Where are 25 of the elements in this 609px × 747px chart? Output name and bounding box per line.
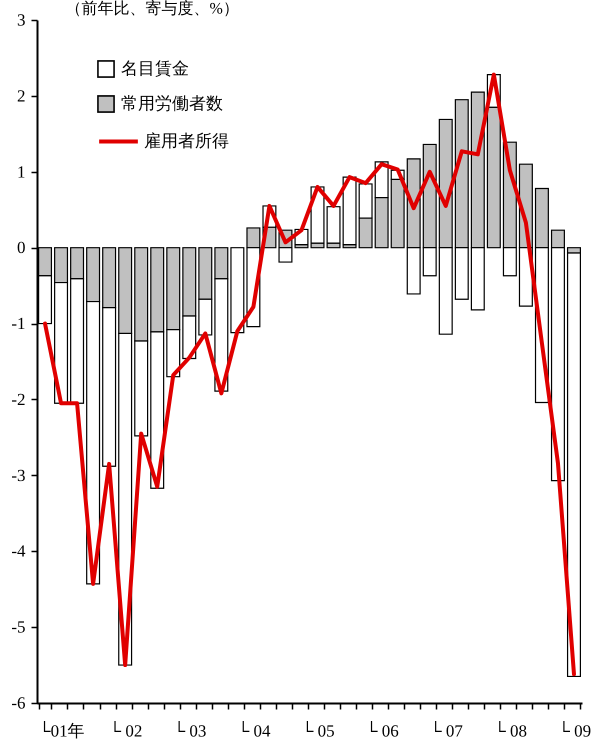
bar — [342, 176, 357, 246]
bar — [230, 247, 244, 334]
y-axis-title: （前年比、寄与度、%） — [66, 0, 239, 18]
y-tick-label: 0 — [17, 238, 26, 258]
legend-label: 雇用者所得 — [144, 132, 229, 150]
y-tick-label: 3 — [17, 10, 26, 30]
x-tick-label: └ 02 — [109, 720, 142, 740]
y-tick-label: -6 — [11, 694, 26, 712]
y-tick-label: -1 — [11, 314, 26, 334]
y-tick-label: 2 — [17, 86, 26, 106]
y-tick-label: -5 — [11, 618, 26, 637]
x-tick-label: └ 04 — [237, 720, 272, 740]
legend-label: 常用労働者数 — [121, 94, 223, 113]
y-tick-label: 1 — [17, 162, 26, 182]
y-tick-label: -3 — [11, 466, 26, 485]
x-tick-label: └ 05 — [301, 720, 335, 740]
x-tick-label: └01年 — [38, 720, 85, 740]
legend-label: 名目賃金 — [121, 59, 189, 78]
x-tick-label: └ 03 — [173, 720, 206, 740]
x-tick-label: └ 07 — [430, 720, 464, 740]
x-tick-label: └ 08 — [494, 720, 528, 740]
y-tick-label: -2 — [11, 390, 26, 409]
x-tick-label: └ 06 — [365, 720, 399, 740]
y-tick-label: -4 — [11, 542, 26, 561]
x-tick-label: └ 09 — [558, 720, 592, 740]
